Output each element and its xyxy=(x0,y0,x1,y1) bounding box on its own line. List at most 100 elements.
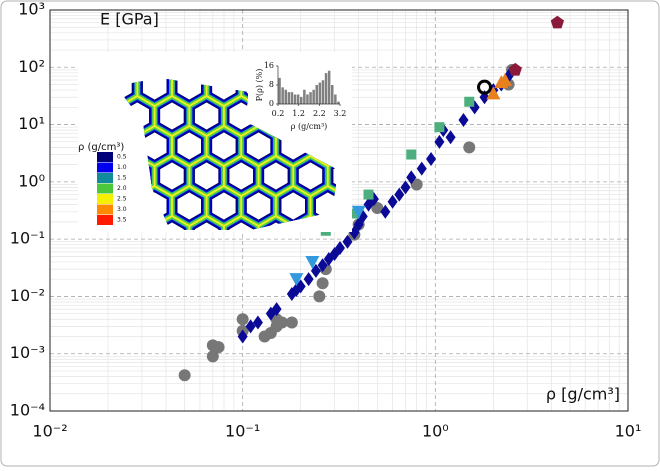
data-point xyxy=(236,313,249,326)
data-point xyxy=(434,134,445,149)
histogram-bar xyxy=(327,70,331,104)
y-tick-label: 10⁰ xyxy=(18,171,45,190)
data-point xyxy=(394,187,405,202)
histogram-bar xyxy=(309,92,312,104)
data-point xyxy=(434,122,445,133)
histogram-bar xyxy=(284,89,287,104)
y-tick-label: 8 xyxy=(269,80,274,89)
histogram-bar xyxy=(315,85,318,104)
colorbar-swatch xyxy=(97,162,113,173)
histogram-bar xyxy=(281,87,284,104)
colorbar-label: 2.0 xyxy=(117,185,127,192)
x-axis-label: ρ [g/cm³] xyxy=(546,385,620,404)
data-point xyxy=(498,72,513,86)
colorbar-swatch xyxy=(97,204,113,215)
histogram-bar xyxy=(318,82,322,104)
y-tick-label: 16 xyxy=(264,61,274,70)
data-point xyxy=(463,141,476,154)
x-tick-label: 10⁻¹ xyxy=(225,422,260,441)
y-tick-label: 10¹ xyxy=(18,114,45,133)
histogram-bar xyxy=(300,96,303,104)
data-point xyxy=(342,234,353,249)
colorbar-label: 2.5 xyxy=(117,196,127,203)
x-axis-label: ρ (g/cm³) xyxy=(291,122,328,131)
data-point xyxy=(349,208,360,219)
data-point xyxy=(426,152,437,167)
data-point xyxy=(400,180,411,195)
data-point xyxy=(406,170,417,185)
data-point xyxy=(317,258,328,273)
data-point xyxy=(334,241,345,256)
data-point xyxy=(316,277,329,290)
data-point xyxy=(410,178,423,191)
y-tick-label: 10³ xyxy=(18,0,45,19)
data-point xyxy=(550,15,565,29)
histogram-bar xyxy=(324,73,328,104)
data-point xyxy=(416,161,427,176)
histogram-bar xyxy=(303,89,306,104)
colorbar-swatch xyxy=(97,152,113,162)
x-tick-label: 3.2 xyxy=(334,109,347,118)
data-point xyxy=(477,79,493,95)
colorbar-label: 1.0 xyxy=(117,164,127,171)
x-tick-label: 10¹ xyxy=(615,422,642,441)
histogram-bar xyxy=(290,92,294,104)
histogram-bar xyxy=(278,77,281,104)
histogram-bar xyxy=(287,92,291,104)
data-point xyxy=(271,302,282,317)
y-tick-label: 10² xyxy=(18,57,45,76)
data-point xyxy=(289,273,304,287)
data-point xyxy=(303,272,314,287)
histogram-bar xyxy=(293,94,297,104)
y-tick-label: 10⁻³ xyxy=(10,343,45,362)
data-point xyxy=(445,130,456,145)
x-tick-label: 10⁻² xyxy=(32,422,67,441)
data-point xyxy=(178,369,191,382)
colorbar-label: 0.5 xyxy=(117,154,127,161)
histogram-bar xyxy=(306,94,309,104)
colorbar-label: 3.0 xyxy=(117,206,127,213)
data-point xyxy=(387,194,398,209)
data-point xyxy=(351,205,366,219)
y-axis-label: P(ρ) (%) xyxy=(255,69,264,102)
inset: ρ (g/cm³)0.51.01.52.02.53.03.5 xyxy=(78,52,352,232)
x-tick-label: 0.2 xyxy=(272,109,285,118)
histogram-bar xyxy=(334,94,337,104)
data-point xyxy=(310,263,321,278)
data-point xyxy=(252,315,263,330)
data-point xyxy=(464,96,475,107)
colorbar-swatch xyxy=(97,173,113,183)
histogram-bar xyxy=(337,101,340,104)
x-tick-label: 2.2 xyxy=(313,109,326,118)
y-tick-label: 10⁻⁴ xyxy=(10,401,45,420)
colorbar-label: 1.5 xyxy=(117,175,127,182)
data-point xyxy=(380,204,391,219)
x-tick-label: 10⁰ xyxy=(422,422,449,441)
x-tick-label: 1.2 xyxy=(292,109,305,118)
marks xyxy=(178,15,565,382)
histogram-bar xyxy=(331,85,334,104)
data-point xyxy=(486,86,501,100)
histogram: 0 8 16 0.2 1.2 2.2 3.2 ρ (g/cm³) P(ρ) (%) xyxy=(255,61,346,131)
y-axis-label: E [GPa] xyxy=(100,10,159,29)
histogram-bar xyxy=(312,89,315,104)
plot-border xyxy=(49,9,629,412)
colorbar-swatch xyxy=(97,215,113,225)
honeycomb-wall xyxy=(326,155,338,197)
colorbar-title: ρ (g/cm³) xyxy=(78,142,124,153)
colorbar-label: 3.5 xyxy=(117,217,127,224)
y-tick-label: 0 xyxy=(269,99,274,108)
data-point xyxy=(305,255,320,269)
y-tick-label: 10⁻¹ xyxy=(10,229,45,248)
data-point xyxy=(245,319,256,334)
histogram-bar xyxy=(321,80,325,104)
colorbar-swatch xyxy=(97,194,113,204)
data-point xyxy=(406,149,417,160)
histogram-bar xyxy=(296,94,300,104)
colorbar-swatch xyxy=(97,183,113,194)
data-point xyxy=(212,341,225,354)
y-tick-label: 10⁻² xyxy=(10,286,45,305)
data-point xyxy=(237,329,248,344)
data-point xyxy=(285,316,298,329)
